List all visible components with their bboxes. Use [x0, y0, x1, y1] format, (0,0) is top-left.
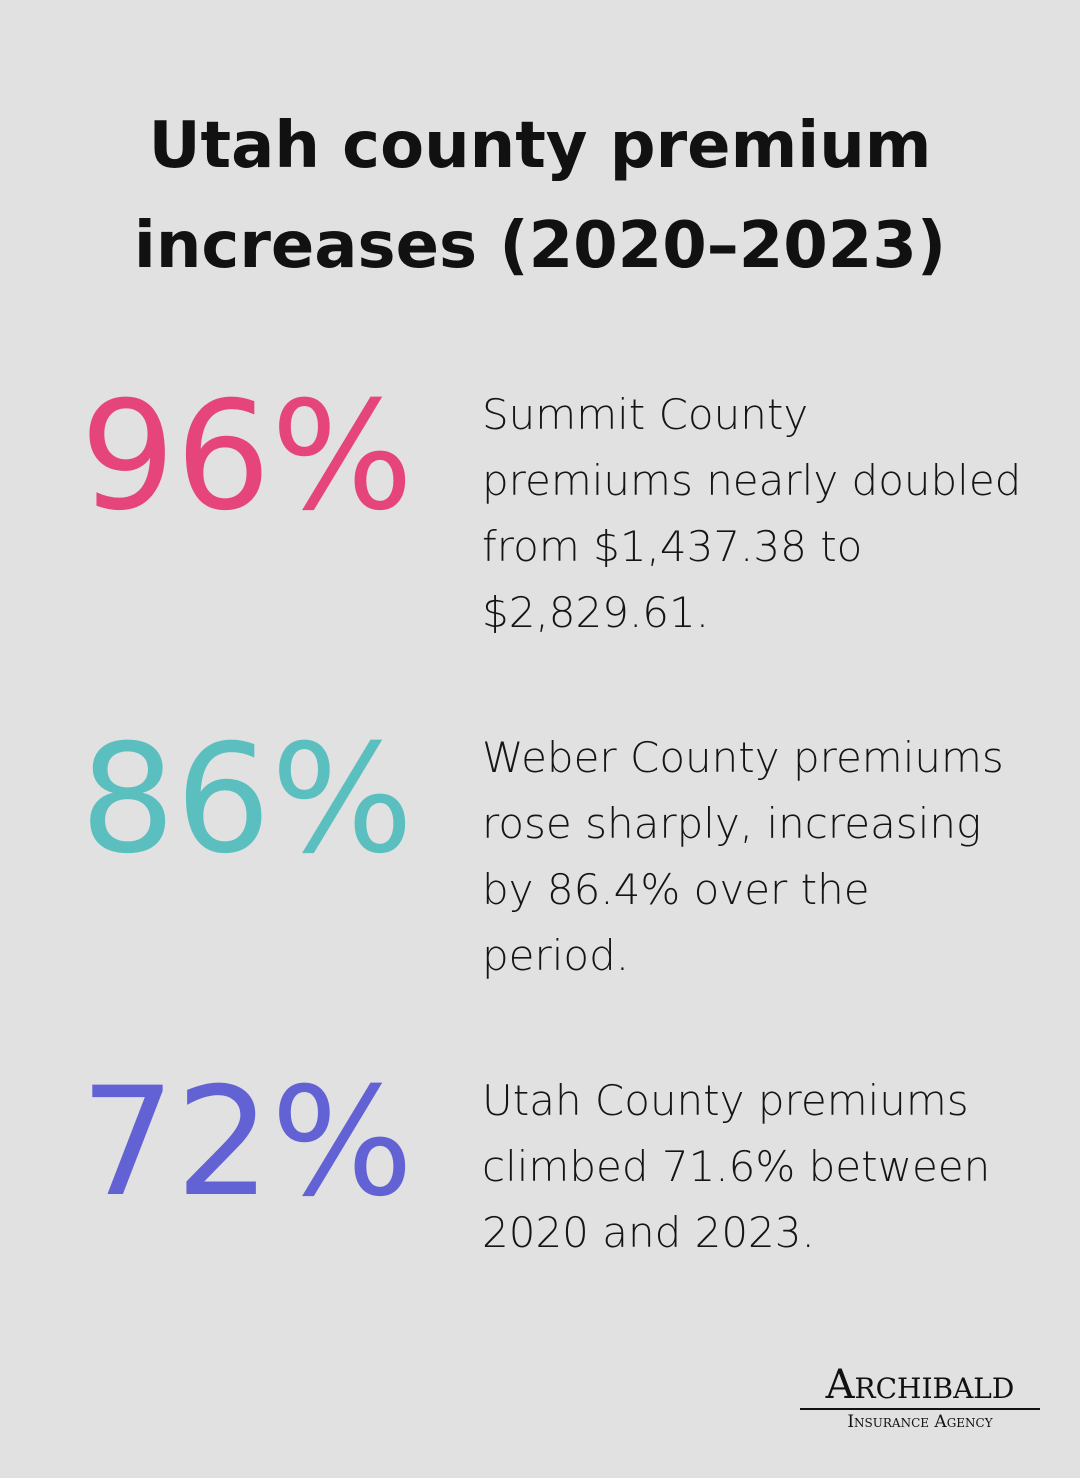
stat-description: Utah County premiums climbed 71.6% betwe… — [482, 1076, 991, 1257]
logo-name: Archibald — [800, 1362, 1040, 1410]
stat-description: Weber County premiums rose sharply, incr… — [482, 733, 1004, 980]
logo-tagline: Insurance Agency — [847, 1412, 993, 1432]
stat-row: 96% Summit County premiums nearly doubled… — [0, 372, 1080, 662]
stat-row: 86% Weber County premiums rose sharply, i… — [0, 715, 1080, 1005]
stat-value: 96% — [80, 370, 414, 544]
stat-value: 72% — [80, 1056, 414, 1230]
stat-row: 72% Utah County premiums climbed 71.6% be… — [0, 1058, 1080, 1348]
stat-description: Summit County premiums nearly doubled fr… — [482, 390, 1022, 637]
title: Utah county premium increases (2020–2023… — [133, 109, 947, 283]
stat-value: 86% — [80, 713, 414, 887]
logo: Archibald Insurance Agency — [800, 1362, 1040, 1434]
